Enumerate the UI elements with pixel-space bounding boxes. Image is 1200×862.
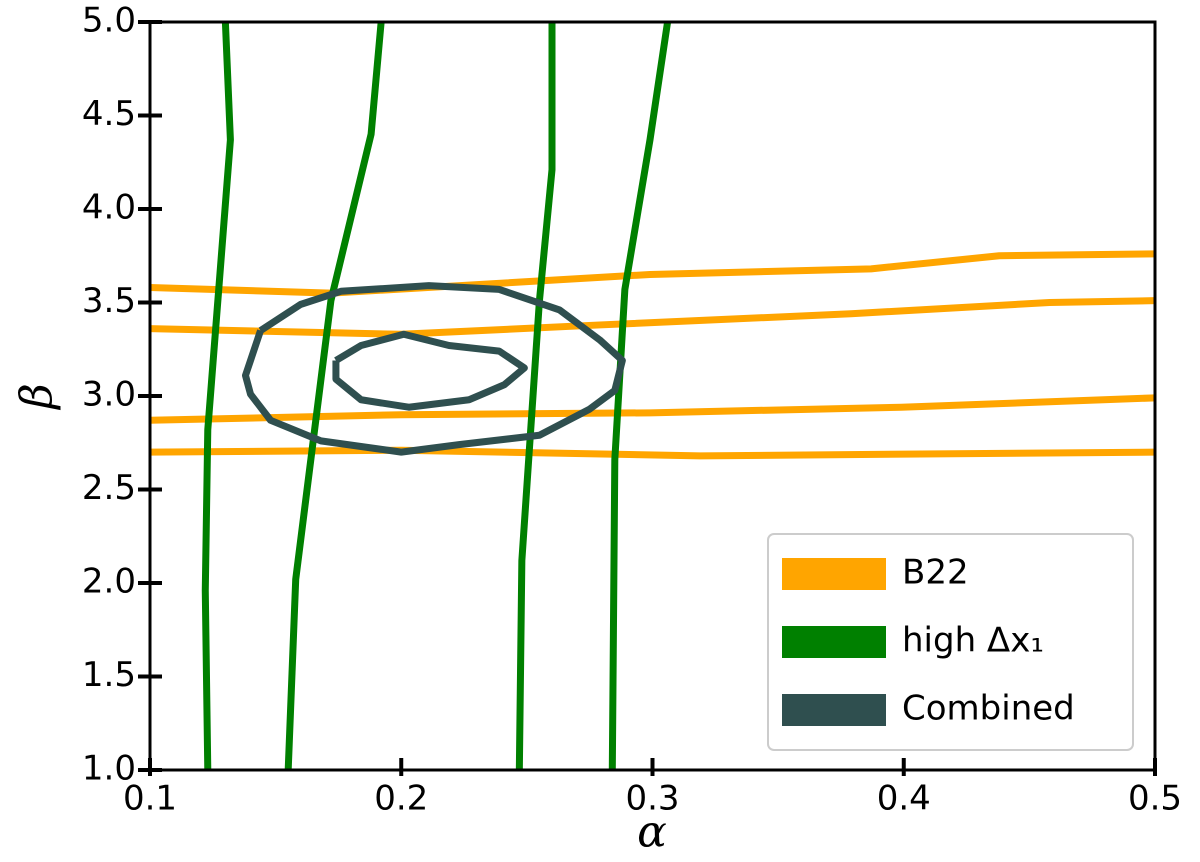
y-tick-label: 3.5 xyxy=(82,281,136,321)
y-tick-label: 1.5 xyxy=(82,655,136,695)
y-tick-label: 3.0 xyxy=(82,375,136,415)
contour-line xyxy=(284,22,385,770)
contour-line xyxy=(201,22,234,770)
y-tick-label: 2.5 xyxy=(82,468,136,508)
y-tick-label: 2.0 xyxy=(82,562,136,602)
legend-swatch xyxy=(782,558,886,590)
contour-line xyxy=(150,297,1155,338)
y-tick-label: 1.0 xyxy=(82,749,136,789)
y-tick-label: 4.0 xyxy=(82,188,136,228)
y-tick-label: 5.0 xyxy=(82,1,136,41)
x-tick-label: 0.3 xyxy=(625,779,679,819)
legend-label: B22 xyxy=(902,553,969,593)
contour-line xyxy=(150,250,1155,297)
legend-label: Combined xyxy=(902,689,1075,729)
y-axis-label: β xyxy=(12,383,63,410)
x-tick-label: 0.2 xyxy=(374,779,428,819)
contour-line xyxy=(241,282,626,456)
x-tick-label: 0.4 xyxy=(877,779,931,819)
x-tick-label: 0.5 xyxy=(1128,779,1182,819)
plot-area xyxy=(150,22,1155,770)
contour-line xyxy=(608,22,672,770)
legend-swatch xyxy=(782,626,886,658)
legend-swatch xyxy=(782,694,886,726)
y-tick-label: 4.5 xyxy=(82,94,136,134)
contour-line xyxy=(150,446,1155,460)
contour-line xyxy=(150,394,1155,424)
x-axis-label: α xyxy=(637,807,667,858)
legend-label: high Δx₁ xyxy=(902,621,1044,661)
x-tick-label: 0.1 xyxy=(123,779,177,819)
contour-line xyxy=(515,22,556,770)
contour-line xyxy=(332,330,528,411)
